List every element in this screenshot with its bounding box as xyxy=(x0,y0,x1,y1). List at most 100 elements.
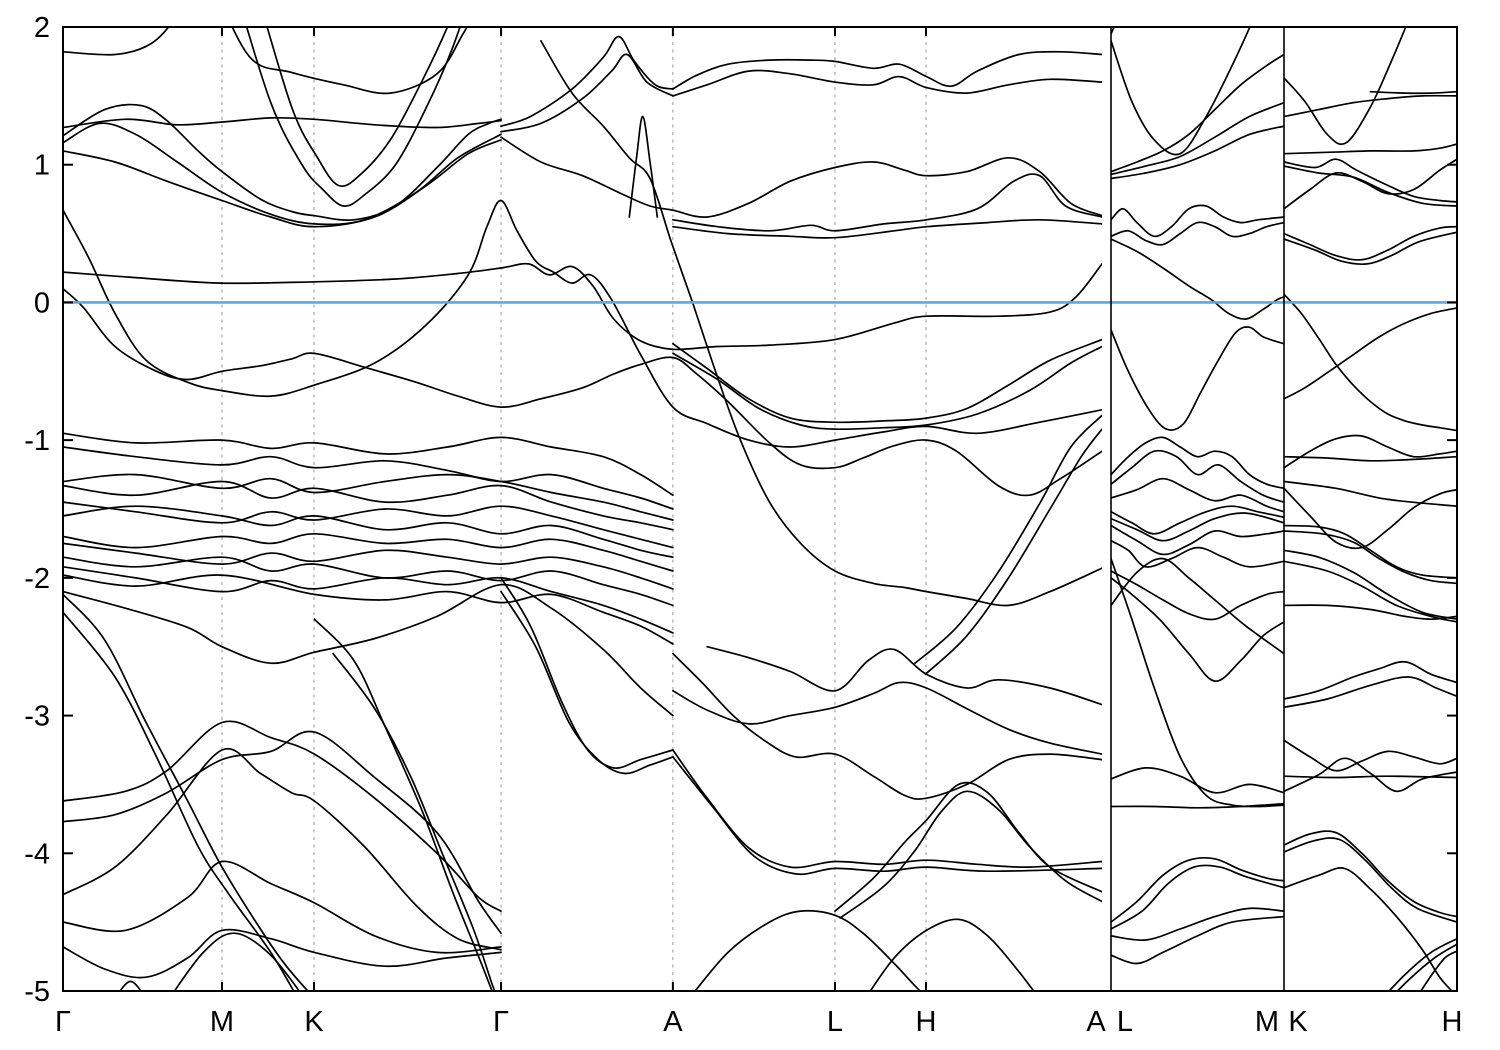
band-curve xyxy=(63,860,502,954)
band-curve xyxy=(1284,757,1457,793)
band-curve xyxy=(1111,539,1284,568)
band-curve xyxy=(1111,326,1284,431)
band-curve xyxy=(500,136,1102,218)
band-curve xyxy=(63,556,674,607)
x-axis-kpoint-label: K xyxy=(304,1006,324,1038)
band-curve xyxy=(1284,293,1457,432)
band-curve xyxy=(1284,143,1457,155)
band-curve xyxy=(1111,505,1284,535)
y-axis-label: -4 xyxy=(24,838,50,870)
band-curve xyxy=(1284,487,1457,550)
band-curve xyxy=(63,501,674,549)
band-curve xyxy=(1111,767,1284,794)
band-curve xyxy=(672,69,1102,97)
band-curve xyxy=(1284,549,1457,621)
band-curve xyxy=(1111,477,1284,513)
band-curve xyxy=(1284,604,1457,621)
band-curve xyxy=(266,27,449,188)
band-curve xyxy=(500,53,674,133)
band-curve xyxy=(1284,676,1457,709)
band-curve xyxy=(63,116,502,129)
x-axis-kpoint-label: K xyxy=(1288,1006,1308,1038)
x-axis-kpoint-label: H xyxy=(916,1006,937,1038)
band-curve xyxy=(63,611,295,991)
band-curve xyxy=(1111,221,1284,246)
band-curve xyxy=(313,618,493,991)
band-curve xyxy=(1111,907,1284,942)
band-curve xyxy=(63,473,674,521)
band-curve xyxy=(672,652,1102,800)
band-curve xyxy=(1284,231,1457,266)
band-curve xyxy=(1284,165,1457,207)
band-curve xyxy=(63,747,502,951)
band-curve xyxy=(1396,943,1457,991)
band-curve xyxy=(1284,530,1457,585)
band-curve xyxy=(1111,238,1284,320)
band-curve xyxy=(839,790,1102,919)
band-curve xyxy=(63,928,502,979)
band-curve xyxy=(672,173,1102,232)
x-axis-kpoint-label: A xyxy=(663,1006,683,1038)
y-axis-label: 1 xyxy=(34,150,50,182)
band-curve xyxy=(63,565,674,634)
band-curve xyxy=(1284,225,1457,261)
band-curve xyxy=(1284,739,1457,772)
band-curve xyxy=(1111,856,1284,923)
band-curve xyxy=(1111,915,1284,965)
plot-frame-border xyxy=(62,26,1458,992)
x-axis-kpoint-label: H xyxy=(1442,1006,1463,1038)
band-curve xyxy=(672,218,1102,239)
band-curve xyxy=(63,574,674,645)
band-curve xyxy=(63,446,674,510)
band-curve xyxy=(914,414,1102,665)
band-curve xyxy=(694,909,922,991)
y-axis-label: -5 xyxy=(24,976,50,1008)
band-curve xyxy=(173,932,301,991)
band-curve xyxy=(1284,560,1457,623)
band-curve xyxy=(63,505,674,559)
x-axis-kpoint-label: L xyxy=(827,1006,843,1038)
band-curve xyxy=(1111,864,1284,930)
band-curve xyxy=(1111,570,1284,621)
band-curve xyxy=(500,590,674,775)
band-curve xyxy=(1284,480,1457,508)
band-curve xyxy=(1111,557,1284,655)
y-axis-label: -2 xyxy=(24,563,50,595)
x-axis-kpoint-label: Γ xyxy=(55,1006,71,1038)
band-curve xyxy=(1388,937,1457,991)
band-curve xyxy=(63,287,1102,497)
band-curve xyxy=(1111,27,1116,35)
axis-labels-layer: 210-1-2-3-4-5Γ M K Γ A L H A L M K H xyxy=(24,12,1462,1038)
band-curve xyxy=(924,428,1102,676)
band-curve xyxy=(1284,307,1457,400)
band-curve xyxy=(869,918,1035,991)
band-curve xyxy=(628,115,659,218)
band-curve xyxy=(1111,436,1284,490)
band-curve xyxy=(63,27,170,56)
band-curve xyxy=(672,338,1102,424)
band-curve xyxy=(1284,94,1457,118)
band-curve xyxy=(1284,830,1457,918)
band-curve xyxy=(672,681,1102,755)
x-axis-kpoint-label: A xyxy=(1086,1006,1106,1038)
band-curve xyxy=(1284,867,1453,991)
band-curve xyxy=(63,103,502,221)
band-curve xyxy=(1111,449,1284,503)
band-curve xyxy=(1111,125,1284,180)
band-curve xyxy=(1111,802,1284,809)
band-curve xyxy=(1111,512,1284,542)
frame-layer xyxy=(62,26,1458,992)
y-axis-label: -1 xyxy=(24,425,50,457)
bands-layer xyxy=(63,27,1457,991)
band-curve xyxy=(245,27,461,207)
band-curve xyxy=(63,432,674,497)
band-curve xyxy=(63,730,502,935)
band-curve xyxy=(1284,455,1457,462)
band-curve xyxy=(1284,434,1457,469)
band-curve xyxy=(1111,27,1251,156)
band-curve xyxy=(231,27,469,95)
